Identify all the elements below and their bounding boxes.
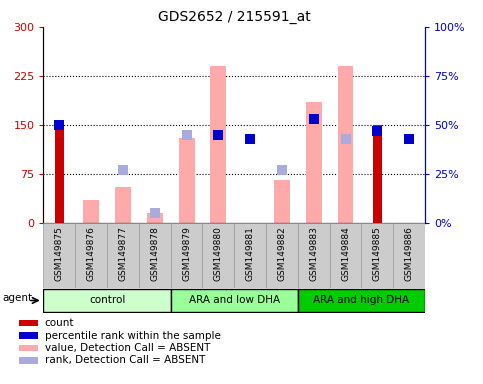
Bar: [179, 138, 195, 223]
Bar: [266, 223, 298, 288]
Text: ARA and low DHA: ARA and low DHA: [189, 295, 280, 306]
Text: agent: agent: [2, 293, 32, 303]
Bar: [361, 223, 393, 288]
Text: GSM149878: GSM149878: [150, 227, 159, 281]
Bar: [43, 289, 170, 312]
Text: GSM149885: GSM149885: [373, 227, 382, 281]
Text: control: control: [89, 295, 125, 306]
Bar: [147, 213, 163, 223]
Bar: [211, 66, 227, 223]
Bar: [19, 332, 38, 339]
Bar: [372, 125, 382, 223]
Bar: [19, 357, 38, 364]
Text: GSM149879: GSM149879: [182, 227, 191, 281]
Text: percentile rank within the sample: percentile rank within the sample: [44, 331, 221, 341]
Text: rank, Detection Call = ABSENT: rank, Detection Call = ABSENT: [44, 356, 205, 366]
Bar: [306, 102, 322, 223]
Text: GSM149875: GSM149875: [55, 227, 64, 281]
Bar: [19, 319, 38, 326]
Text: GSM149883: GSM149883: [309, 227, 318, 281]
Text: ARA and high DHA: ARA and high DHA: [313, 295, 410, 306]
Text: value, Detection Call = ABSENT: value, Detection Call = ABSENT: [44, 343, 210, 353]
Bar: [338, 66, 354, 223]
Bar: [393, 223, 425, 288]
Bar: [43, 223, 75, 288]
Text: GSM149881: GSM149881: [246, 227, 255, 281]
Text: GSM149877: GSM149877: [118, 227, 128, 281]
Bar: [75, 223, 107, 288]
Text: GSM149882: GSM149882: [277, 227, 286, 281]
Title: GDS2652 / 215591_at: GDS2652 / 215591_at: [158, 10, 311, 25]
Bar: [298, 223, 330, 288]
Bar: [19, 344, 38, 351]
Bar: [83, 200, 99, 223]
Bar: [139, 223, 170, 288]
Bar: [170, 223, 202, 288]
Bar: [55, 125, 64, 223]
Bar: [274, 180, 290, 223]
Bar: [202, 223, 234, 288]
Bar: [234, 223, 266, 288]
Bar: [107, 223, 139, 288]
Bar: [170, 289, 298, 312]
Text: GSM149884: GSM149884: [341, 227, 350, 281]
Bar: [298, 289, 425, 312]
Bar: [329, 223, 361, 288]
Bar: [115, 187, 131, 223]
Text: count: count: [44, 318, 74, 328]
Text: GSM149880: GSM149880: [214, 227, 223, 281]
Text: GSM149876: GSM149876: [86, 227, 96, 281]
Text: GSM149886: GSM149886: [405, 227, 413, 281]
